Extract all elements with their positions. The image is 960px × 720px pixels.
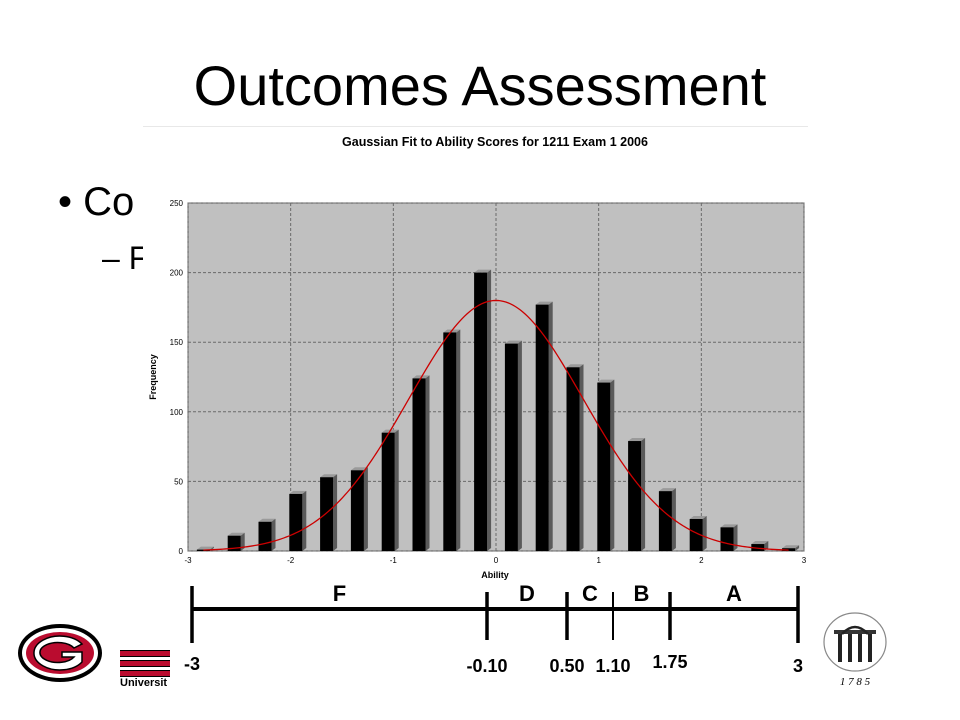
y-tick-label: 200 (170, 269, 184, 278)
bar (227, 532, 245, 551)
y-tick-label: 50 (174, 477, 183, 486)
x-axis-label: Ability (481, 570, 509, 580)
cutoff-label: 3 (793, 656, 803, 676)
fit-curve-line (203, 299, 789, 551)
bar (320, 474, 338, 551)
slide-title: Outcomes Assessment (193, 54, 767, 117)
bar (443, 329, 461, 551)
gaussian-fit-curve (203, 299, 789, 551)
x-tick-label: -1 (390, 556, 398, 565)
chart-title: Gaussian Fit to Ability Scores for 1211 … (342, 135, 648, 149)
y-axis-label: Frequency (148, 354, 158, 400)
arch-logo: 1 7 8 5 (823, 612, 887, 688)
grade-label: F (333, 581, 346, 606)
bars (196, 269, 800, 551)
bar (289, 490, 307, 551)
x-tick-label: -2 (287, 556, 295, 565)
bar (412, 375, 430, 551)
x-tick-label: 0 (494, 556, 499, 565)
axis-ticks: -3 -2 -1 0 1 2 3 0 50 100 150 200 250 (170, 199, 807, 565)
bar (720, 524, 738, 551)
university-wordmark-text: Universit (120, 677, 168, 689)
bar (474, 269, 492, 551)
cutoff-label: 1.75 (652, 652, 687, 672)
bar (381, 429, 399, 551)
x-tick-label: -3 (184, 556, 192, 565)
x-tick-label: 1 (596, 556, 601, 565)
cutoff-labels: -3 -0.10 0.50 1.10 1.75 3 (184, 652, 803, 676)
university-wordmark-bars (120, 650, 170, 680)
x-tick-label: 3 (802, 556, 807, 565)
bar (350, 467, 368, 551)
georgia-g-logo (18, 624, 102, 682)
grade-label: A (726, 581, 742, 606)
bar (566, 364, 584, 551)
grade-label: B (634, 581, 650, 606)
y-tick-label: 250 (170, 199, 184, 208)
bar (504, 340, 522, 551)
bar (658, 488, 676, 551)
bar (628, 438, 646, 551)
grade-scale-lines (190, 586, 800, 643)
y-tick-label: 100 (170, 408, 184, 417)
grade-scale: F D C B A -3 -0.10 0.50 1.10 1.75 3 (184, 581, 803, 676)
bar (597, 379, 615, 551)
y-tick-label: 150 (170, 338, 184, 347)
histogram-chart: Gaussian Fit to Ability Scores for 1211 … (148, 135, 807, 580)
x-tick-label: 2 (699, 556, 704, 565)
bullet-level-1: • Co (58, 180, 135, 224)
cutoff-label: -0.10 (466, 656, 507, 676)
bar (258, 518, 276, 551)
bar (535, 301, 553, 551)
arch-year: 1 7 8 5 (840, 676, 871, 688)
cutoff-label: 1.10 (595, 656, 630, 676)
cutoff-label: -3 (184, 654, 200, 674)
cutoff-label: 0.50 (549, 656, 584, 676)
grade-label: C (582, 581, 598, 606)
y-tick-label: 0 (179, 547, 184, 556)
grade-label: D (519, 581, 535, 606)
chart-panel: Gaussian Fit to Ability Scores for 1211 … (143, 126, 808, 587)
bar (689, 515, 707, 551)
bullet-level-2: – F (102, 240, 149, 276)
